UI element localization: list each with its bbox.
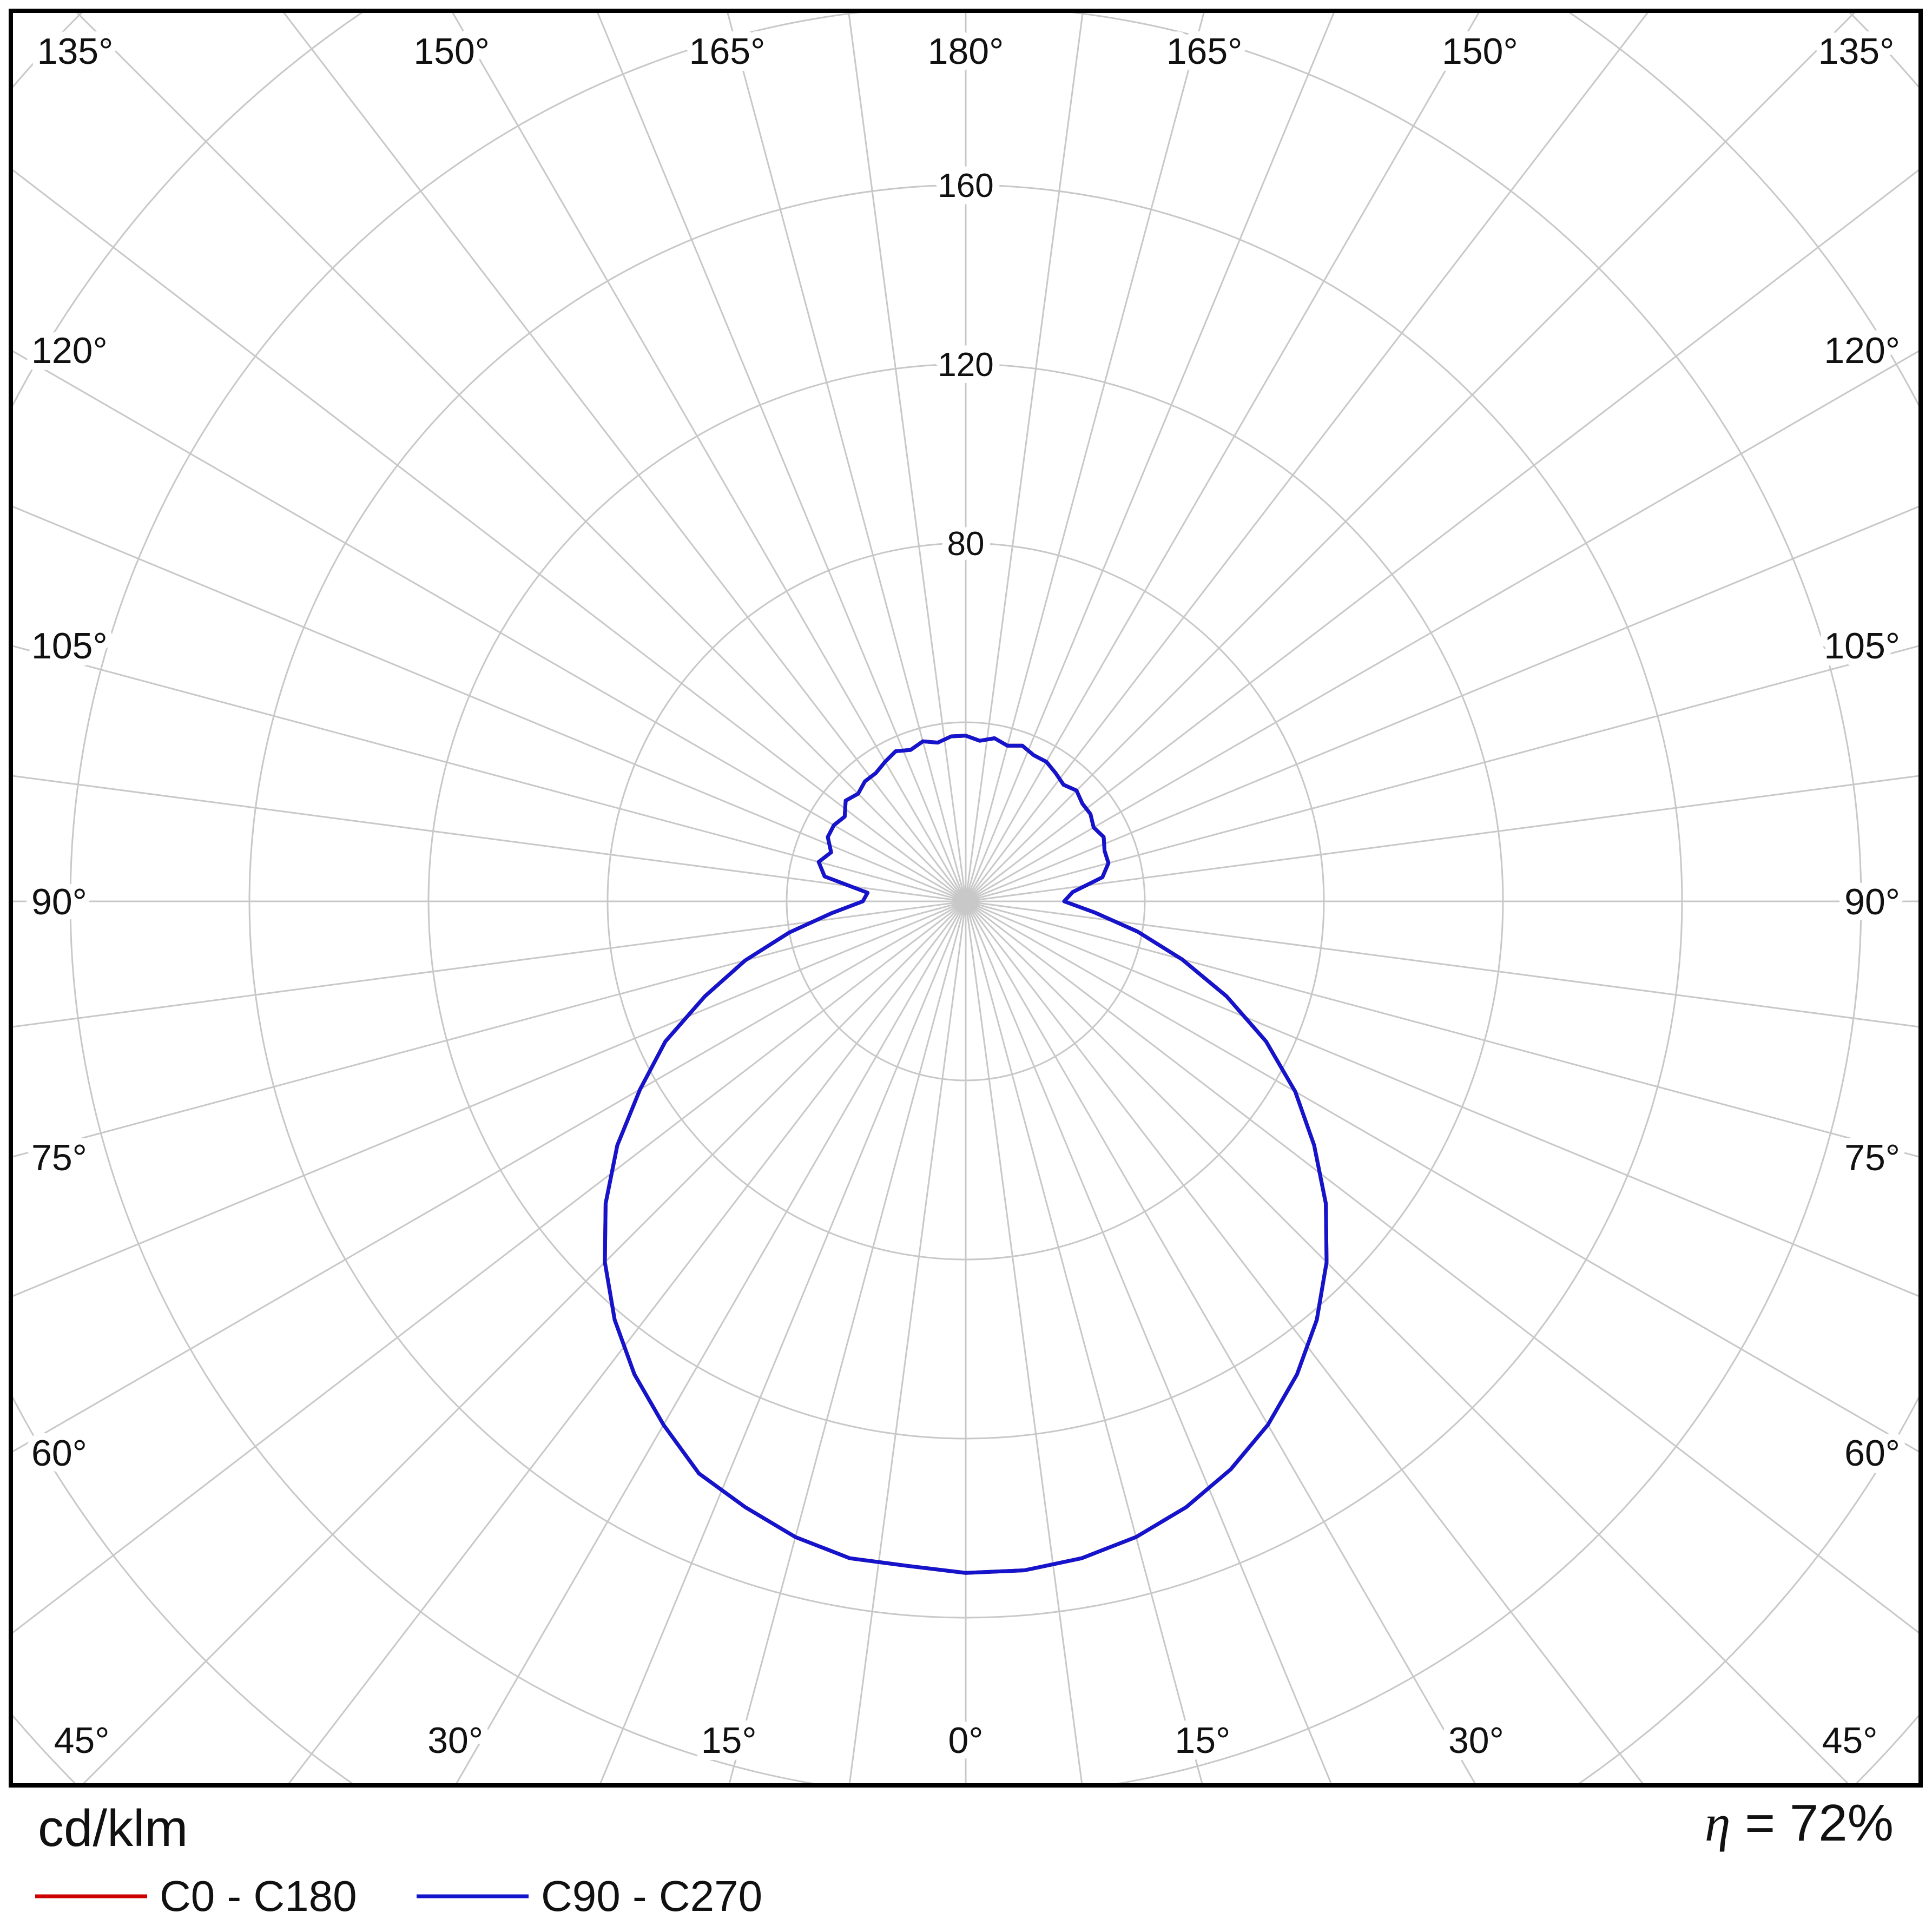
grid-spoke <box>598 901 967 1785</box>
unit-label: cd/klm <box>38 1799 188 1857</box>
grid-spoke <box>965 11 1481 902</box>
grid-spoke <box>965 901 1333 1785</box>
grid-spoke <box>965 11 1205 902</box>
grid-spoke <box>965 11 1858 902</box>
angle-label: 60° <box>1844 1433 1900 1474</box>
grid-spoke <box>965 11 1084 902</box>
angle-label: 135° <box>37 31 114 72</box>
grid-spoke <box>965 505 1921 902</box>
grid-spoke <box>726 11 967 902</box>
grid-spoke <box>11 644 966 902</box>
grid-spoke <box>11 505 966 902</box>
angle-label: 90° <box>31 881 87 922</box>
grid-spoke <box>286 901 967 1785</box>
angle-label: 105° <box>31 625 108 667</box>
angle-label: 30° <box>427 1720 483 1761</box>
eta-symbol: η <box>1705 1794 1731 1852</box>
angle-label: 45° <box>1822 1720 1878 1761</box>
grid-spoke <box>11 900 966 1454</box>
grid-spoke <box>847 11 967 902</box>
grid-spoke <box>11 167 966 902</box>
grid-spoke <box>965 901 1645 1785</box>
grid-spoke <box>596 11 967 902</box>
grid-spoke <box>965 349 1921 902</box>
legend-label-c0-c180: C0 - C180 <box>160 1872 357 1920</box>
angle-label: 150° <box>1442 31 1518 72</box>
angle-label: 60° <box>31 1433 87 1474</box>
grid-spoke <box>281 11 967 902</box>
angle-label: 150° <box>413 31 490 72</box>
ring-label: 160 <box>938 167 993 205</box>
angle-label: 135° <box>1818 31 1895 72</box>
angle-label: 90° <box>1844 881 1900 922</box>
angle-label: 15° <box>1175 1720 1230 1761</box>
grid-spoke <box>965 644 1921 902</box>
angle-label: 75° <box>1844 1137 1900 1178</box>
grid-spoke <box>848 901 967 1785</box>
grid-spoke <box>74 11 967 902</box>
angle-label: 75° <box>31 1137 87 1178</box>
grid-spoke <box>11 775 966 902</box>
grid-spoke <box>80 900 967 1785</box>
angle-label: 120° <box>1824 330 1900 371</box>
grid-spoke <box>450 11 967 902</box>
grid-spoke <box>11 900 966 1636</box>
grid-spoke <box>965 900 1851 1785</box>
grid-spoke <box>11 900 966 1158</box>
angle-label: 180° <box>928 31 1004 72</box>
angle-label: 45° <box>54 1720 110 1761</box>
eta-value: = 72% <box>1730 1794 1894 1852</box>
efficiency-label: η = 72% <box>1705 1794 1894 1852</box>
grid-spoke <box>965 900 1921 1454</box>
angle-label: 30° <box>1448 1720 1504 1761</box>
ring-label: 120 <box>938 346 993 384</box>
gamma-angle-labels: 180° 165° 165° 150° 150° 135° 135° 120° 120° 105°… <box>24 24 1907 1768</box>
grid-spoke <box>965 900 1921 1158</box>
intensity-curves <box>603 734 1329 1575</box>
grid-spoke <box>965 775 1921 902</box>
grid-spoke <box>11 900 966 1028</box>
grid-spoke <box>965 901 1204 1785</box>
grid-spoke <box>454 901 967 1785</box>
curve-c90-c270 <box>603 734 1329 1575</box>
grid-spoke <box>965 901 1083 1785</box>
legend-label-c90-c270: C90 - C270 <box>541 1872 762 1920</box>
angle-label: 120° <box>31 330 108 371</box>
grid-spoke <box>965 900 1921 1298</box>
grid-spoke <box>728 901 967 1785</box>
grid-spoke <box>965 11 1336 902</box>
chart-border <box>9 9 1923 1788</box>
angle-label: 105° <box>1824 625 1900 667</box>
angle-label: 0° <box>948 1720 983 1761</box>
angle-label: 165° <box>689 31 766 72</box>
grid-spoke <box>965 11 1650 902</box>
angle-label: 15° <box>701 1720 757 1761</box>
grid-spoke <box>965 900 1921 1028</box>
grid-spoke <box>11 900 966 1298</box>
legend: C0 - C180 C90 - C270 <box>35 1872 762 1920</box>
grid-spoke <box>11 349 966 902</box>
grid-spoke <box>965 167 1921 902</box>
grid-spoke <box>965 900 1921 1636</box>
ring-label: 80 <box>947 525 985 563</box>
angle-label: 165° <box>1166 31 1243 72</box>
ring-value-labels: 80 120 160 <box>931 160 1000 570</box>
grid-spoke <box>965 901 1478 1785</box>
